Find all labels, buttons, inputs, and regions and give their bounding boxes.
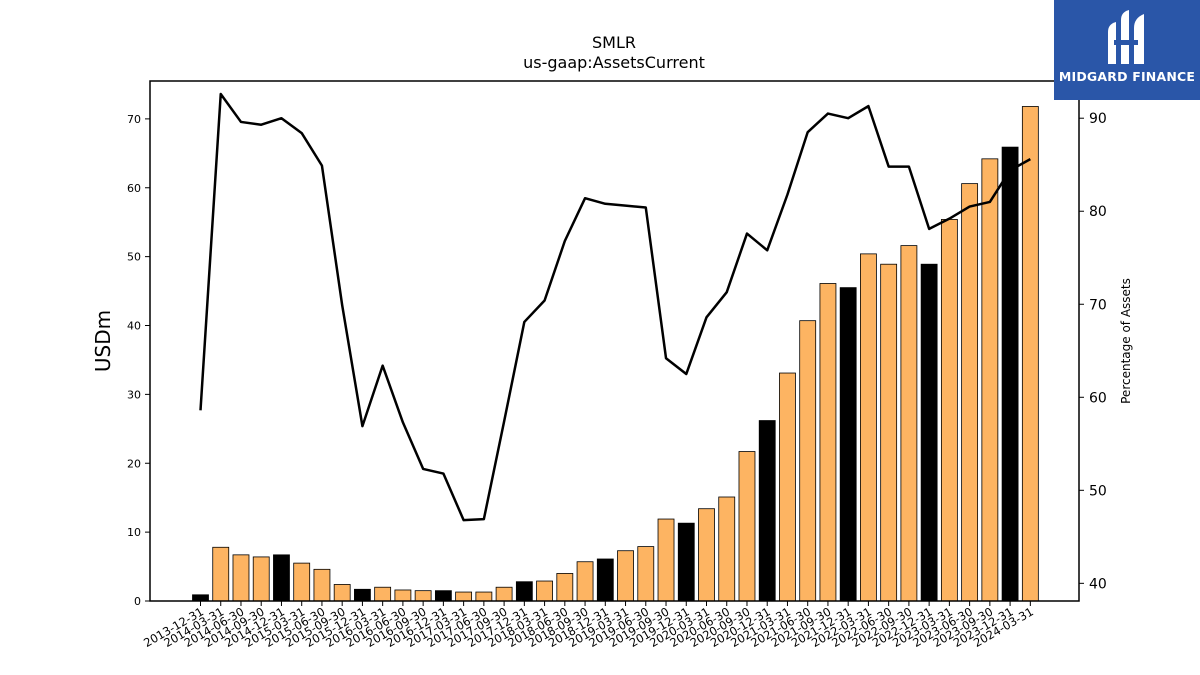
bar — [495, 586, 513, 602]
y2-axis-label: Percentage of Assets — [1119, 278, 1133, 404]
bar — [738, 451, 756, 602]
left-tick-label: 60 — [127, 182, 141, 195]
bar — [374, 586, 392, 602]
line-group — [199, 92, 1031, 522]
left-tick-label: 10 — [127, 526, 141, 539]
bar — [718, 496, 736, 602]
bar — [698, 508, 715, 602]
bar — [232, 554, 250, 602]
bar — [354, 588, 371, 602]
bar — [758, 420, 776, 602]
bar-group — [192, 106, 1039, 602]
left-axis: 0 10 20 30 40 50 60 70 — [127, 113, 150, 608]
bar — [293, 562, 311, 602]
bar — [880, 263, 898, 602]
right-tick-label: 90 — [1089, 111, 1107, 127]
bar — [313, 568, 331, 602]
bar — [677, 522, 695, 602]
bar — [556, 573, 574, 602]
bar — [900, 245, 918, 602]
bar — [860, 253, 877, 602]
percentage-line — [199, 92, 1031, 522]
bar — [475, 591, 493, 602]
bar — [434, 590, 452, 602]
chart-title: SMLR — [592, 33, 636, 52]
bar — [637, 546, 655, 602]
right-tick-label: 70 — [1089, 297, 1107, 313]
bar — [414, 590, 432, 602]
bar — [192, 594, 209, 602]
left-tick-label: 20 — [127, 457, 141, 470]
midgard-finance-logo: MIDGARD FINANCE — [1054, 0, 1200, 100]
chart-subtitle: us-gaap:AssetsCurrent — [523, 53, 705, 72]
left-tick-label: 50 — [127, 251, 141, 264]
bar — [657, 518, 675, 602]
bar — [940, 219, 958, 602]
plot-frame — [149, 80, 1080, 602]
bar — [515, 581, 533, 602]
bar — [273, 554, 290, 602]
left-tick-label: 40 — [127, 320, 141, 333]
bar — [536, 580, 553, 602]
bar — [799, 320, 817, 602]
right-axis: 40 50 60 70 80 90 — [1079, 111, 1107, 592]
bar — [455, 591, 473, 602]
bar — [819, 283, 837, 602]
bar — [920, 263, 938, 602]
bar — [839, 287, 857, 602]
left-tick-label: 30 — [127, 388, 141, 401]
bar — [961, 183, 979, 602]
left-tick-label: 0 — [134, 595, 141, 608]
right-tick-label: 50 — [1089, 483, 1107, 499]
x-axis: 2013-12-312014-03-312014-06-302014-09-30… — [141, 601, 1036, 650]
left-tick-label: 70 — [127, 113, 141, 126]
bar — [596, 558, 614, 602]
bar — [394, 589, 412, 602]
logo-text: MIDGARD FINANCE — [1058, 69, 1196, 84]
bar — [1001, 146, 1019, 602]
bar — [333, 584, 351, 602]
bar — [1021, 106, 1039, 602]
bar — [212, 546, 230, 602]
right-tick-label: 80 — [1089, 204, 1107, 220]
right-tick-label: 60 — [1089, 390, 1107, 406]
bar — [576, 561, 594, 602]
bar — [617, 550, 634, 602]
logo-mark-icon — [1108, 10, 1144, 64]
bar — [981, 158, 999, 602]
y-axis-label: USDm — [91, 310, 115, 372]
bar — [252, 556, 270, 602]
bar — [779, 372, 796, 602]
right-tick-label: 40 — [1089, 576, 1107, 592]
